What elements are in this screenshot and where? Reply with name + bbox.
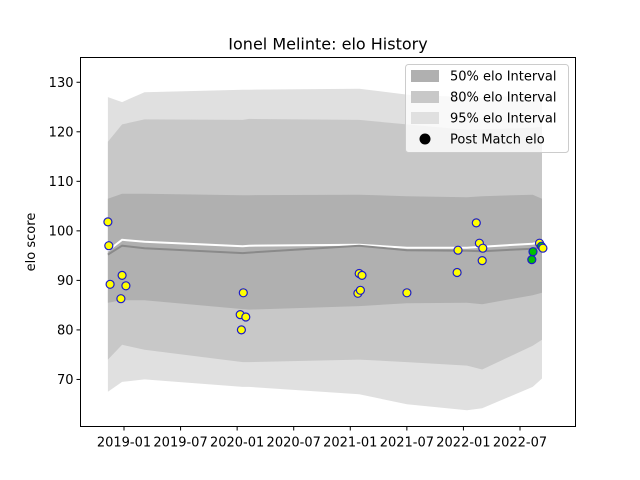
post-match-point xyxy=(105,279,115,289)
x-axis: 2019-01 2019-07 2020-01 2020-07 2021-01 2021-… xyxy=(97,426,547,451)
post-match-points xyxy=(103,217,548,335)
y-axis-label: elo score xyxy=(24,213,39,272)
post-match-point xyxy=(527,255,537,265)
legend-label: 95% elo Interval xyxy=(450,112,557,127)
post-match-point xyxy=(478,243,488,253)
legend-label: 50% elo Interval xyxy=(450,70,557,85)
post-match-point xyxy=(357,270,367,280)
legend-swatch xyxy=(411,70,439,82)
post-match-point xyxy=(538,243,548,253)
x-tick-label: 2022-07 xyxy=(493,436,547,451)
plot-frame xyxy=(80,57,576,427)
post-match-point xyxy=(528,247,538,257)
legend: 50% elo Interval 80% elo Interval 95% elo … xyxy=(405,64,569,153)
y-tick-label: 130 xyxy=(49,76,74,91)
band-50 xyxy=(107,193,543,310)
elo-lines xyxy=(107,238,543,256)
legend-marker xyxy=(419,133,431,145)
legend-box xyxy=(405,64,569,153)
legend-label: Post Match elo xyxy=(450,133,545,148)
x-tick-label: 2020-01 xyxy=(210,436,264,451)
post-match-point xyxy=(355,285,365,295)
post-match-point xyxy=(471,218,481,228)
y-axis: 70 80 90 100 110 120 130 xyxy=(49,76,81,388)
post-match-point xyxy=(117,270,127,280)
x-tick-label: 2021-07 xyxy=(380,436,434,451)
x-tick-label: 2022-01 xyxy=(436,436,490,451)
x-tick-label: 2020-07 xyxy=(267,436,321,451)
post-match-point xyxy=(103,217,113,227)
x-tick-label: 2019-07 xyxy=(153,436,207,451)
x-tick-label: 2019-01 xyxy=(97,436,151,451)
legend-swatch xyxy=(411,91,439,103)
post-match-point xyxy=(104,241,114,251)
chart-title: Ionel Melinte: elo History xyxy=(228,35,427,54)
legend-label: 80% elo Interval xyxy=(450,91,557,106)
y-tick-label: 70 xyxy=(57,373,74,388)
post-match-point xyxy=(236,325,246,335)
y-tick-label: 120 xyxy=(49,125,74,140)
post-match-point xyxy=(477,256,487,266)
y-tick-label: 80 xyxy=(57,323,74,338)
y-tick-label: 110 xyxy=(49,175,74,190)
x-tick-label: 2021-01 xyxy=(323,436,377,451)
post-match-point xyxy=(116,294,126,304)
median-elo-line xyxy=(107,244,543,256)
post-match-point xyxy=(402,288,412,298)
legend-swatch xyxy=(411,112,439,124)
y-tick-label: 100 xyxy=(49,224,74,239)
post-match-point xyxy=(121,281,131,291)
post-match-point xyxy=(238,288,248,298)
y-tick-label: 90 xyxy=(57,274,74,289)
post-match-point xyxy=(241,312,251,322)
post-match-point xyxy=(452,267,462,278)
post-match-point xyxy=(453,245,463,255)
